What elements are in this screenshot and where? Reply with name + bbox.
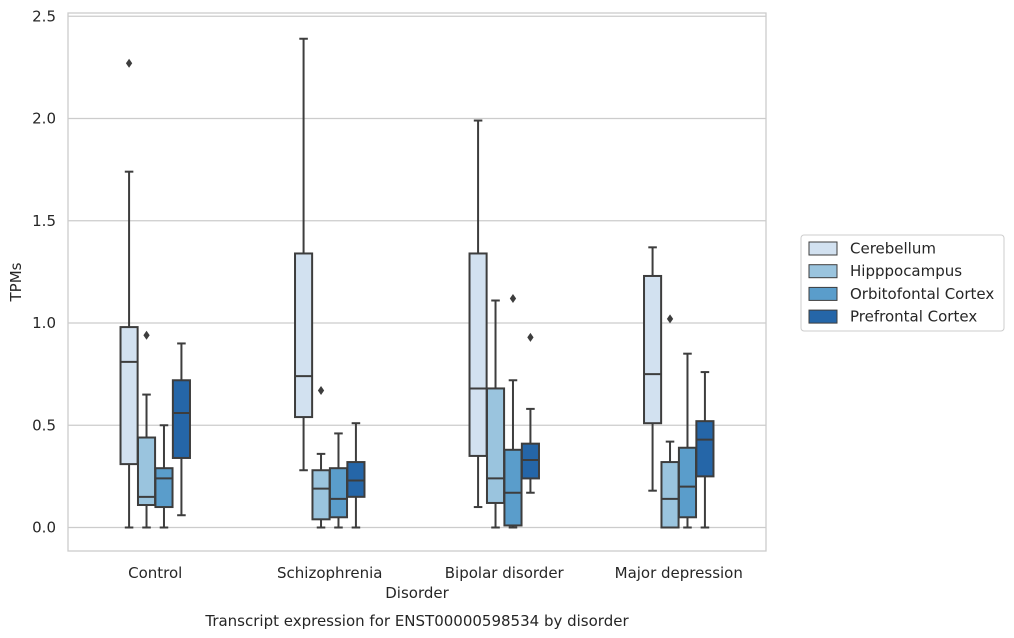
box-body [643,274,663,425]
box-body [136,436,157,507]
outlier-point [317,385,325,395]
outlier-point [125,58,133,68]
box-body [311,469,331,521]
outlier-point [527,332,534,342]
box-1-2 [328,432,349,529]
box-body [468,252,488,457]
box-2-2 [503,293,523,529]
box-body [346,461,366,498]
x-axis-label: Disorder [385,584,449,602]
box-2-1 [485,299,506,529]
box-body [328,467,349,519]
box-2-0 [468,119,488,509]
box-0-3 [171,342,191,517]
y-tick-label: 1.0 [32,314,56,332]
box-body [119,326,139,466]
y-tick-label: 2.0 [32,110,56,128]
outlier-point [143,330,150,340]
legend-frame [800,234,1005,332]
box-3-3 [695,371,715,529]
outlier-point [509,293,517,303]
y-axis-label: TPMs [7,262,25,302]
box-body [520,442,540,480]
x-tick-label: Bipolar disorder [445,564,565,582]
box-body [660,461,680,529]
box-2-3 [520,332,540,494]
box-1-0 [294,37,314,472]
box-body [171,379,191,459]
legend-swatch [808,309,838,324]
box-body [677,446,698,519]
box-3-1 [660,314,680,529]
y-tick-label: 0.5 [32,416,56,434]
box-0-2 [154,424,174,529]
outlier-point [666,314,674,324]
legend-swatch [808,264,838,279]
x-tick-labels: Control Schizophrenia Bipolar disorder Majo… [128,564,743,582]
box-body [485,387,506,504]
y-tick-labels: 0.0 0.5 1.0 1.5 2.0 2.5 [32,7,56,536]
box-body [154,467,174,509]
legend-label: Orbitofontal Cortex [850,285,994,303]
y-tick-label: 2.5 [32,7,56,25]
x-tick-label: Schizophrenia [277,564,382,582]
box-body [503,448,523,527]
y-tick-label: 0.0 [32,519,56,537]
legend-label: Hipppocampus [850,262,962,280]
legend-label: Prefrontal Cortex [850,308,977,326]
legend-swatch [808,241,838,256]
box-0-1 [136,330,157,529]
x-tick-label: Control [128,564,182,582]
legend-swatch [808,286,838,301]
box-3-0 [643,246,663,492]
box-body [695,420,715,478]
box-0-0 [119,58,139,529]
box-layer [119,37,715,529]
box-1-3 [346,422,366,529]
box-3-2 [677,352,698,529]
legend-label: Cerebellum [850,240,936,258]
box-body [294,252,314,419]
y-tick-label: 1.5 [32,212,56,230]
chart-title: Transcript expression for ENST0000059853… [204,612,629,630]
x-tick-label: Major depression [615,564,743,582]
plot-frame [67,12,767,552]
legend: Cerebellum Hipppocampus Orbitofontal Corte… [800,234,1005,332]
